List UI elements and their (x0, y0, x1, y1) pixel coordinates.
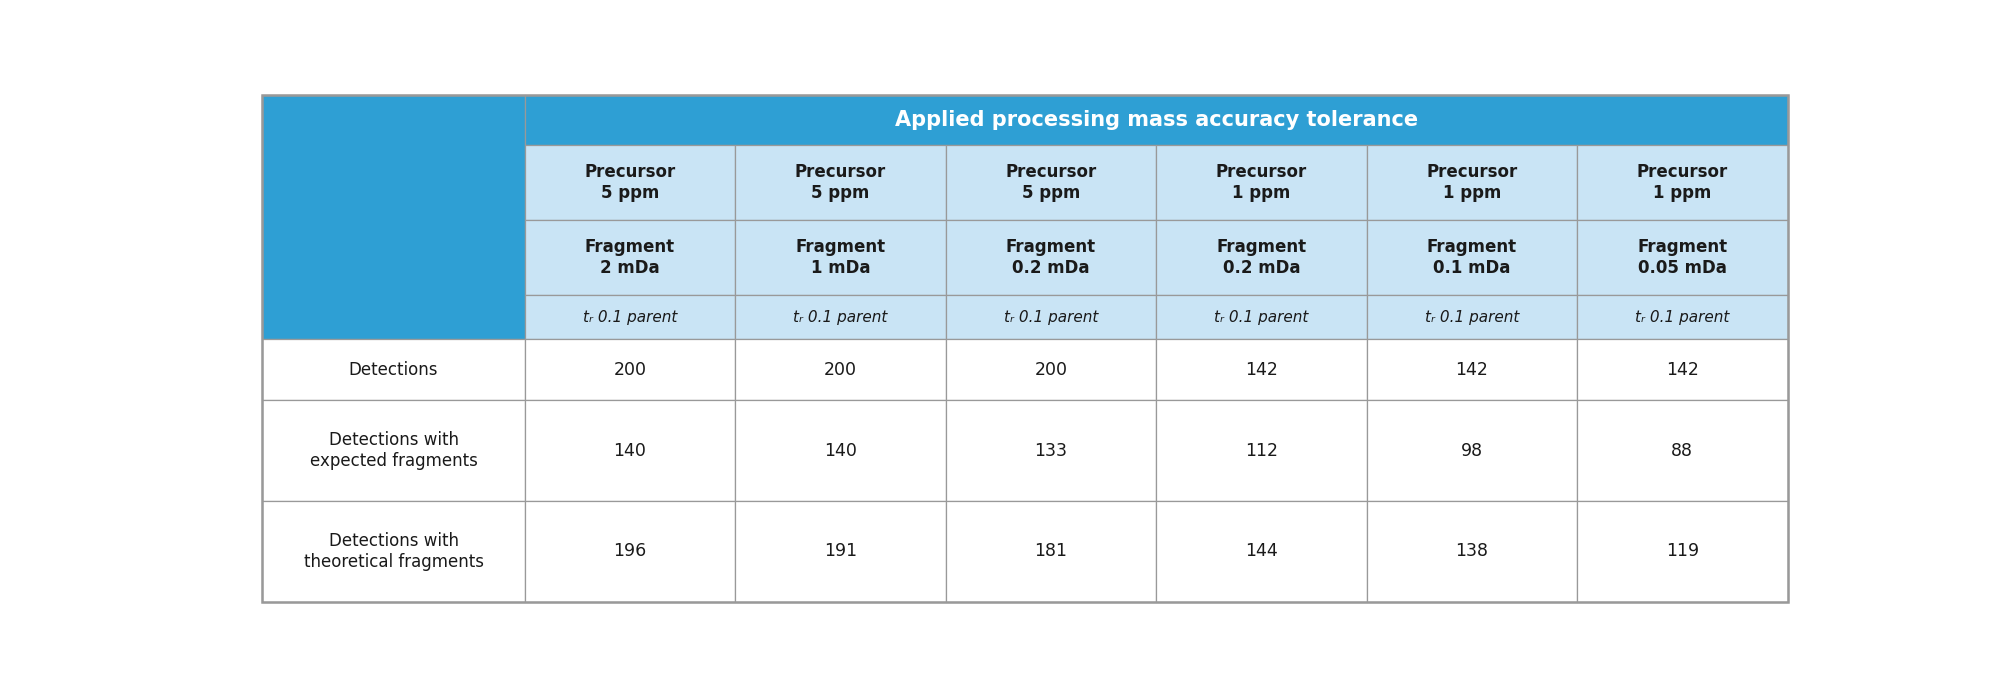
Bar (736, 400, 946, 501)
Bar (1366, 295, 1578, 340)
Bar (524, 340, 736, 400)
Text: 200: 200 (614, 361, 646, 379)
Bar (946, 295, 1156, 340)
Text: tᵣ 0.1 parent: tᵣ 0.1 parent (794, 310, 888, 325)
Text: Detections with
theoretical fragments: Detections with theoretical fragments (304, 532, 484, 571)
Bar (736, 340, 946, 400)
Text: 142: 142 (1666, 361, 1698, 379)
Text: 140: 140 (824, 442, 856, 460)
Text: Precursor
5 ppm: Precursor 5 ppm (794, 163, 886, 202)
Bar (1578, 220, 1788, 295)
Bar (1366, 220, 1578, 295)
Text: 119: 119 (1666, 543, 1698, 560)
Bar (1578, 501, 1788, 601)
Bar (524, 145, 736, 220)
Bar (736, 295, 946, 340)
Bar (524, 220, 736, 295)
Text: Detections: Detections (348, 361, 438, 379)
Bar (1156, 220, 1366, 295)
Text: Precursor
1 ppm: Precursor 1 ppm (1426, 163, 1518, 202)
Bar (262, 501, 524, 601)
Bar (946, 145, 1156, 220)
Bar (1578, 400, 1788, 501)
Bar (262, 340, 524, 400)
Text: 191: 191 (824, 543, 858, 560)
Text: 144: 144 (1246, 543, 1278, 560)
Text: 140: 140 (614, 442, 646, 460)
Text: 138: 138 (1456, 543, 1488, 560)
Text: tᵣ 0.1 parent: tᵣ 0.1 parent (1424, 310, 1520, 325)
Bar (1366, 501, 1578, 601)
Text: 133: 133 (1034, 442, 1068, 460)
Text: 142: 142 (1456, 361, 1488, 379)
Bar (1366, 400, 1578, 501)
Bar (946, 340, 1156, 400)
Bar (946, 220, 1156, 295)
Text: 98: 98 (1460, 442, 1482, 460)
Text: 181: 181 (1034, 543, 1068, 560)
Text: 200: 200 (1034, 361, 1068, 379)
Text: Precursor
1 ppm: Precursor 1 ppm (1216, 163, 1308, 202)
Text: Precursor
1 ppm: Precursor 1 ppm (1636, 163, 1728, 202)
Text: Precursor
5 ppm: Precursor 5 ppm (1006, 163, 1096, 202)
Bar (1156, 340, 1366, 400)
Bar (524, 501, 736, 601)
Text: Fragment
0.05 mDa: Fragment 0.05 mDa (1638, 238, 1728, 277)
Bar (262, 95, 524, 340)
Bar (262, 400, 524, 501)
Text: Fragment
0.1 mDa: Fragment 0.1 mDa (1426, 238, 1516, 277)
Bar (1578, 145, 1788, 220)
Text: 200: 200 (824, 361, 856, 379)
Bar (1578, 295, 1788, 340)
Text: Detections with
expected fragments: Detections with expected fragments (310, 431, 478, 470)
Text: Fragment
2 mDa: Fragment 2 mDa (584, 238, 676, 277)
Text: 196: 196 (614, 543, 646, 560)
Bar (1156, 400, 1366, 501)
Bar (736, 145, 946, 220)
Text: tᵣ 0.1 parent: tᵣ 0.1 parent (1636, 310, 1730, 325)
Text: tᵣ 0.1 parent: tᵣ 0.1 parent (582, 310, 678, 325)
Bar (1578, 340, 1788, 400)
Bar (1156, 145, 1366, 220)
Text: tᵣ 0.1 parent: tᵣ 0.1 parent (1004, 310, 1098, 325)
Bar (1156, 295, 1366, 340)
Text: Applied processing mass accuracy tolerance: Applied processing mass accuracy toleran… (894, 110, 1418, 130)
Text: Fragment
0.2 mDa: Fragment 0.2 mDa (1216, 238, 1306, 277)
Text: 88: 88 (1672, 442, 1694, 460)
Bar (946, 501, 1156, 601)
Bar (1366, 340, 1578, 400)
Bar (736, 501, 946, 601)
Bar (736, 220, 946, 295)
Bar (524, 400, 736, 501)
Bar (1366, 145, 1578, 220)
Text: tᵣ 0.1 parent: tᵣ 0.1 parent (1214, 310, 1308, 325)
Bar (946, 400, 1156, 501)
Bar (524, 95, 1788, 145)
Bar (1156, 501, 1366, 601)
Text: Precursor
5 ppm: Precursor 5 ppm (584, 163, 676, 202)
Text: Fragment
1 mDa: Fragment 1 mDa (796, 238, 886, 277)
Text: 112: 112 (1244, 442, 1278, 460)
Text: 142: 142 (1244, 361, 1278, 379)
Text: Fragment
0.2 mDa: Fragment 0.2 mDa (1006, 238, 1096, 277)
Bar (524, 295, 736, 340)
